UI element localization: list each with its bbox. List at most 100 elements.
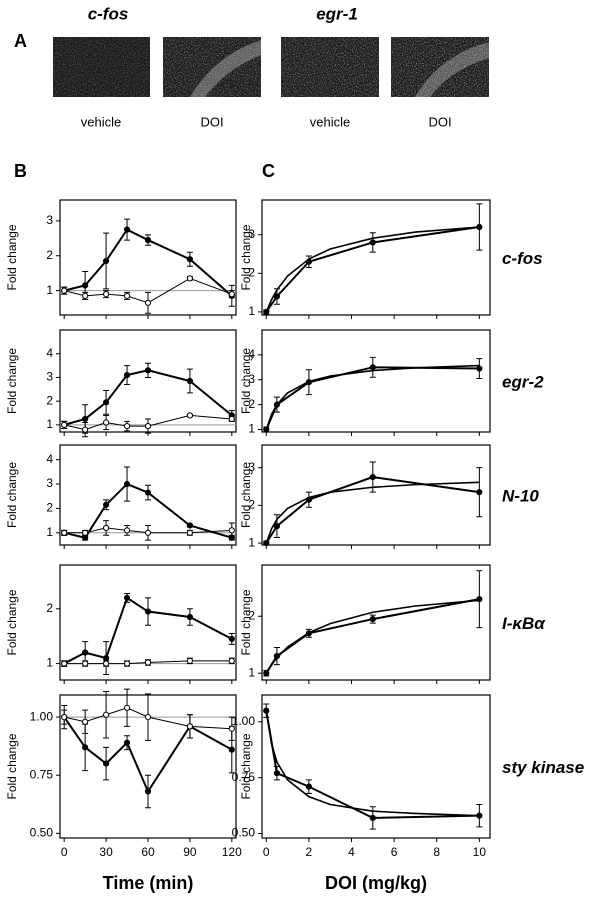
chart: 0.50 0.75 1.00 0 30 60 90 120 Fold change Time (m… [5,688,242,893]
y-tick-label: 1 [46,283,53,297]
y-tick-label: 1 [248,304,255,318]
data-point [186,412,194,419]
gene-label: egr-2 [502,372,544,391]
x-tick-label: 90 [183,845,197,859]
y-tick-label: 0.75 [30,767,54,781]
data-point [476,365,483,372]
data-point [82,426,89,433]
data-point [369,473,376,481]
chart: 1 2 3 Fold change [5,199,237,319]
data-point [228,746,235,753]
data-point [123,527,131,534]
x-tick-label: 30 [99,845,113,859]
y-tick-label: 3 [248,372,255,386]
y-tick-label: 3 [46,213,53,227]
data-point [186,723,194,730]
data-point [82,744,89,751]
data-point [369,615,376,623]
y-tick-label: 2 [248,608,255,622]
micrograph-texture [163,37,261,97]
x-axis-label: Time (min) [103,873,194,893]
plot-frame [261,564,491,681]
data-point [186,522,194,529]
data-point [273,523,281,530]
series-line [265,710,480,819]
data-point [144,367,152,374]
data-point [144,422,152,430]
data-point [102,419,110,426]
y-tick-label: 2 [46,601,53,615]
x-tick-label: 120 [222,845,242,859]
micrograph-band [190,40,261,97]
y-tick-label: 1 [46,656,53,670]
y-axis-label: Fold change [239,462,253,528]
y-tick-label: 2 [248,397,255,411]
gene-label: c-fos [502,249,543,268]
data-point [186,256,194,263]
y-tick-label: 3 [248,460,255,474]
y-tick-label: 1 [248,422,255,436]
gene-label: sty kinase [502,758,584,777]
y-tick-label: 2 [46,393,53,407]
data-point [228,415,235,423]
data-point [273,770,281,777]
series-line [265,598,480,674]
data-point [369,814,376,821]
fit-curve [265,226,480,313]
condition-label: vehicle [81,114,121,129]
micrograph-band [415,42,489,97]
data-point [123,660,131,667]
gene-label: c-fos [88,4,129,23]
data-point [228,527,235,534]
y-tick-label: 1 [46,525,53,539]
data-point [144,489,152,496]
y-tick-label: 4 [248,347,255,361]
data-point [144,299,152,306]
plot-frame [261,329,491,433]
micrograph-texture [53,37,150,97]
data-point [228,657,235,664]
y-tick-label: 1 [248,665,255,679]
x-tick-label: 0 [263,845,270,859]
y-tick-label: 1 [46,417,53,431]
data-point [369,239,376,246]
panel-label: C [262,161,275,181]
data-point [476,489,483,496]
data-point [102,399,110,406]
data-point [123,292,131,299]
y-axis-label: Fold change [239,733,253,799]
data-point [144,529,152,536]
data-point [82,282,89,289]
y-tick-label: 1.00 [30,709,54,723]
y-axis-label: Fold change [5,733,19,799]
data-point [61,421,68,428]
y-axis-label: Fold change [5,589,19,655]
data-point [273,293,281,300]
x-tick-label: 6 [391,845,398,859]
data-point [144,788,152,795]
chart: 1 2 3 4 Fold change [5,444,237,549]
data-point [144,659,152,666]
chart: 1 2 3 4 Fold change [5,329,237,438]
data-point [61,713,68,721]
data-point [102,654,110,662]
data-point [61,287,68,294]
data-point [102,524,110,532]
x-tick-label: 0 [61,845,68,859]
x-axis-label: DOI (mg/kg) [325,873,427,893]
y-tick-label: 1 [248,535,255,549]
micrograph-texture [391,37,489,97]
data-point [186,529,194,536]
data-point [82,529,89,536]
y-tick-label: 1.00 [232,714,256,728]
y-axis-label: Fold change [239,589,253,655]
y-tick-label: 2 [248,265,255,279]
gene-label: egr-1 [316,4,358,23]
y-tick-label: 3 [46,476,53,490]
data-point [123,371,131,379]
plot-frame [261,199,491,316]
data-point [102,660,110,667]
plot-frame [261,694,491,839]
micrographs [53,37,489,97]
data-point [228,725,235,732]
